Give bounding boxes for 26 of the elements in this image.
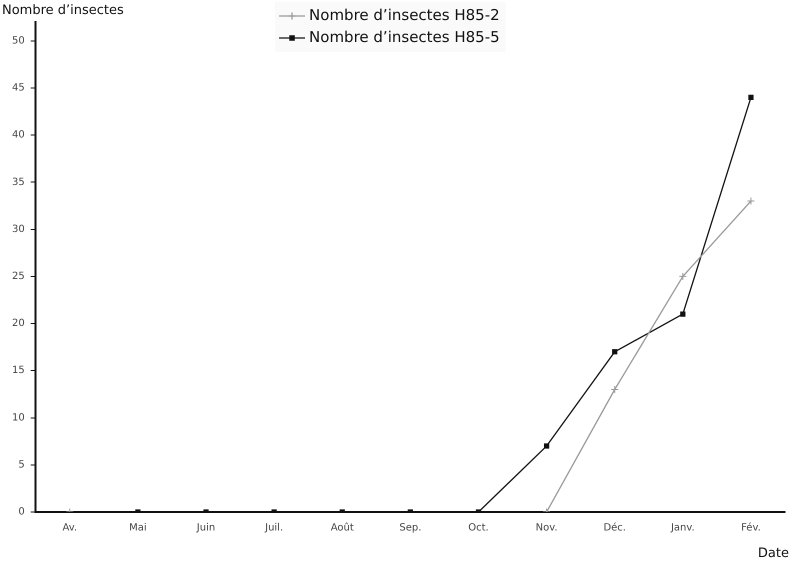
y-tick-label: 45	[12, 82, 25, 94]
x-tick-label: Déc.	[603, 522, 626, 534]
y-tick-label: 50	[12, 35, 25, 46]
y-tick-label: 40	[12, 130, 25, 141]
y-tick-label: 35	[12, 176, 25, 188]
x-tick-label: Oct.	[468, 522, 489, 534]
y-tick-label: 5	[18, 459, 25, 470]
x-tick-label: Nov.	[536, 522, 558, 534]
y-tick-label: 15	[12, 365, 25, 376]
x-tick-label: Av.	[62, 522, 78, 534]
x-tick-label: Juil.	[264, 522, 284, 534]
x-tick-label: Fév.	[741, 522, 761, 534]
y-axis-title: Nombre d’insectes	[2, 2, 124, 18]
x-tick-label: Mai	[129, 522, 147, 534]
y-tick-label: 25	[12, 271, 25, 282]
legend-label: Nombre d’insectes H85-2	[309, 6, 500, 24]
x-axis-title: Date	[758, 546, 789, 561]
y-tick-label: 30	[12, 224, 25, 235]
legend-label: Nombre d’insectes H85-5	[309, 28, 500, 46]
x-tick-label: Sep.	[399, 522, 422, 534]
y-tick-label: 20	[12, 318, 25, 330]
x-tick-label: Août	[330, 522, 354, 534]
y-tick-label: 0	[18, 506, 25, 518]
x-tick-label: Janv.	[670, 522, 695, 534]
x-tick-label: Juin	[196, 522, 216, 534]
y-tick-label: 10	[12, 412, 25, 424]
